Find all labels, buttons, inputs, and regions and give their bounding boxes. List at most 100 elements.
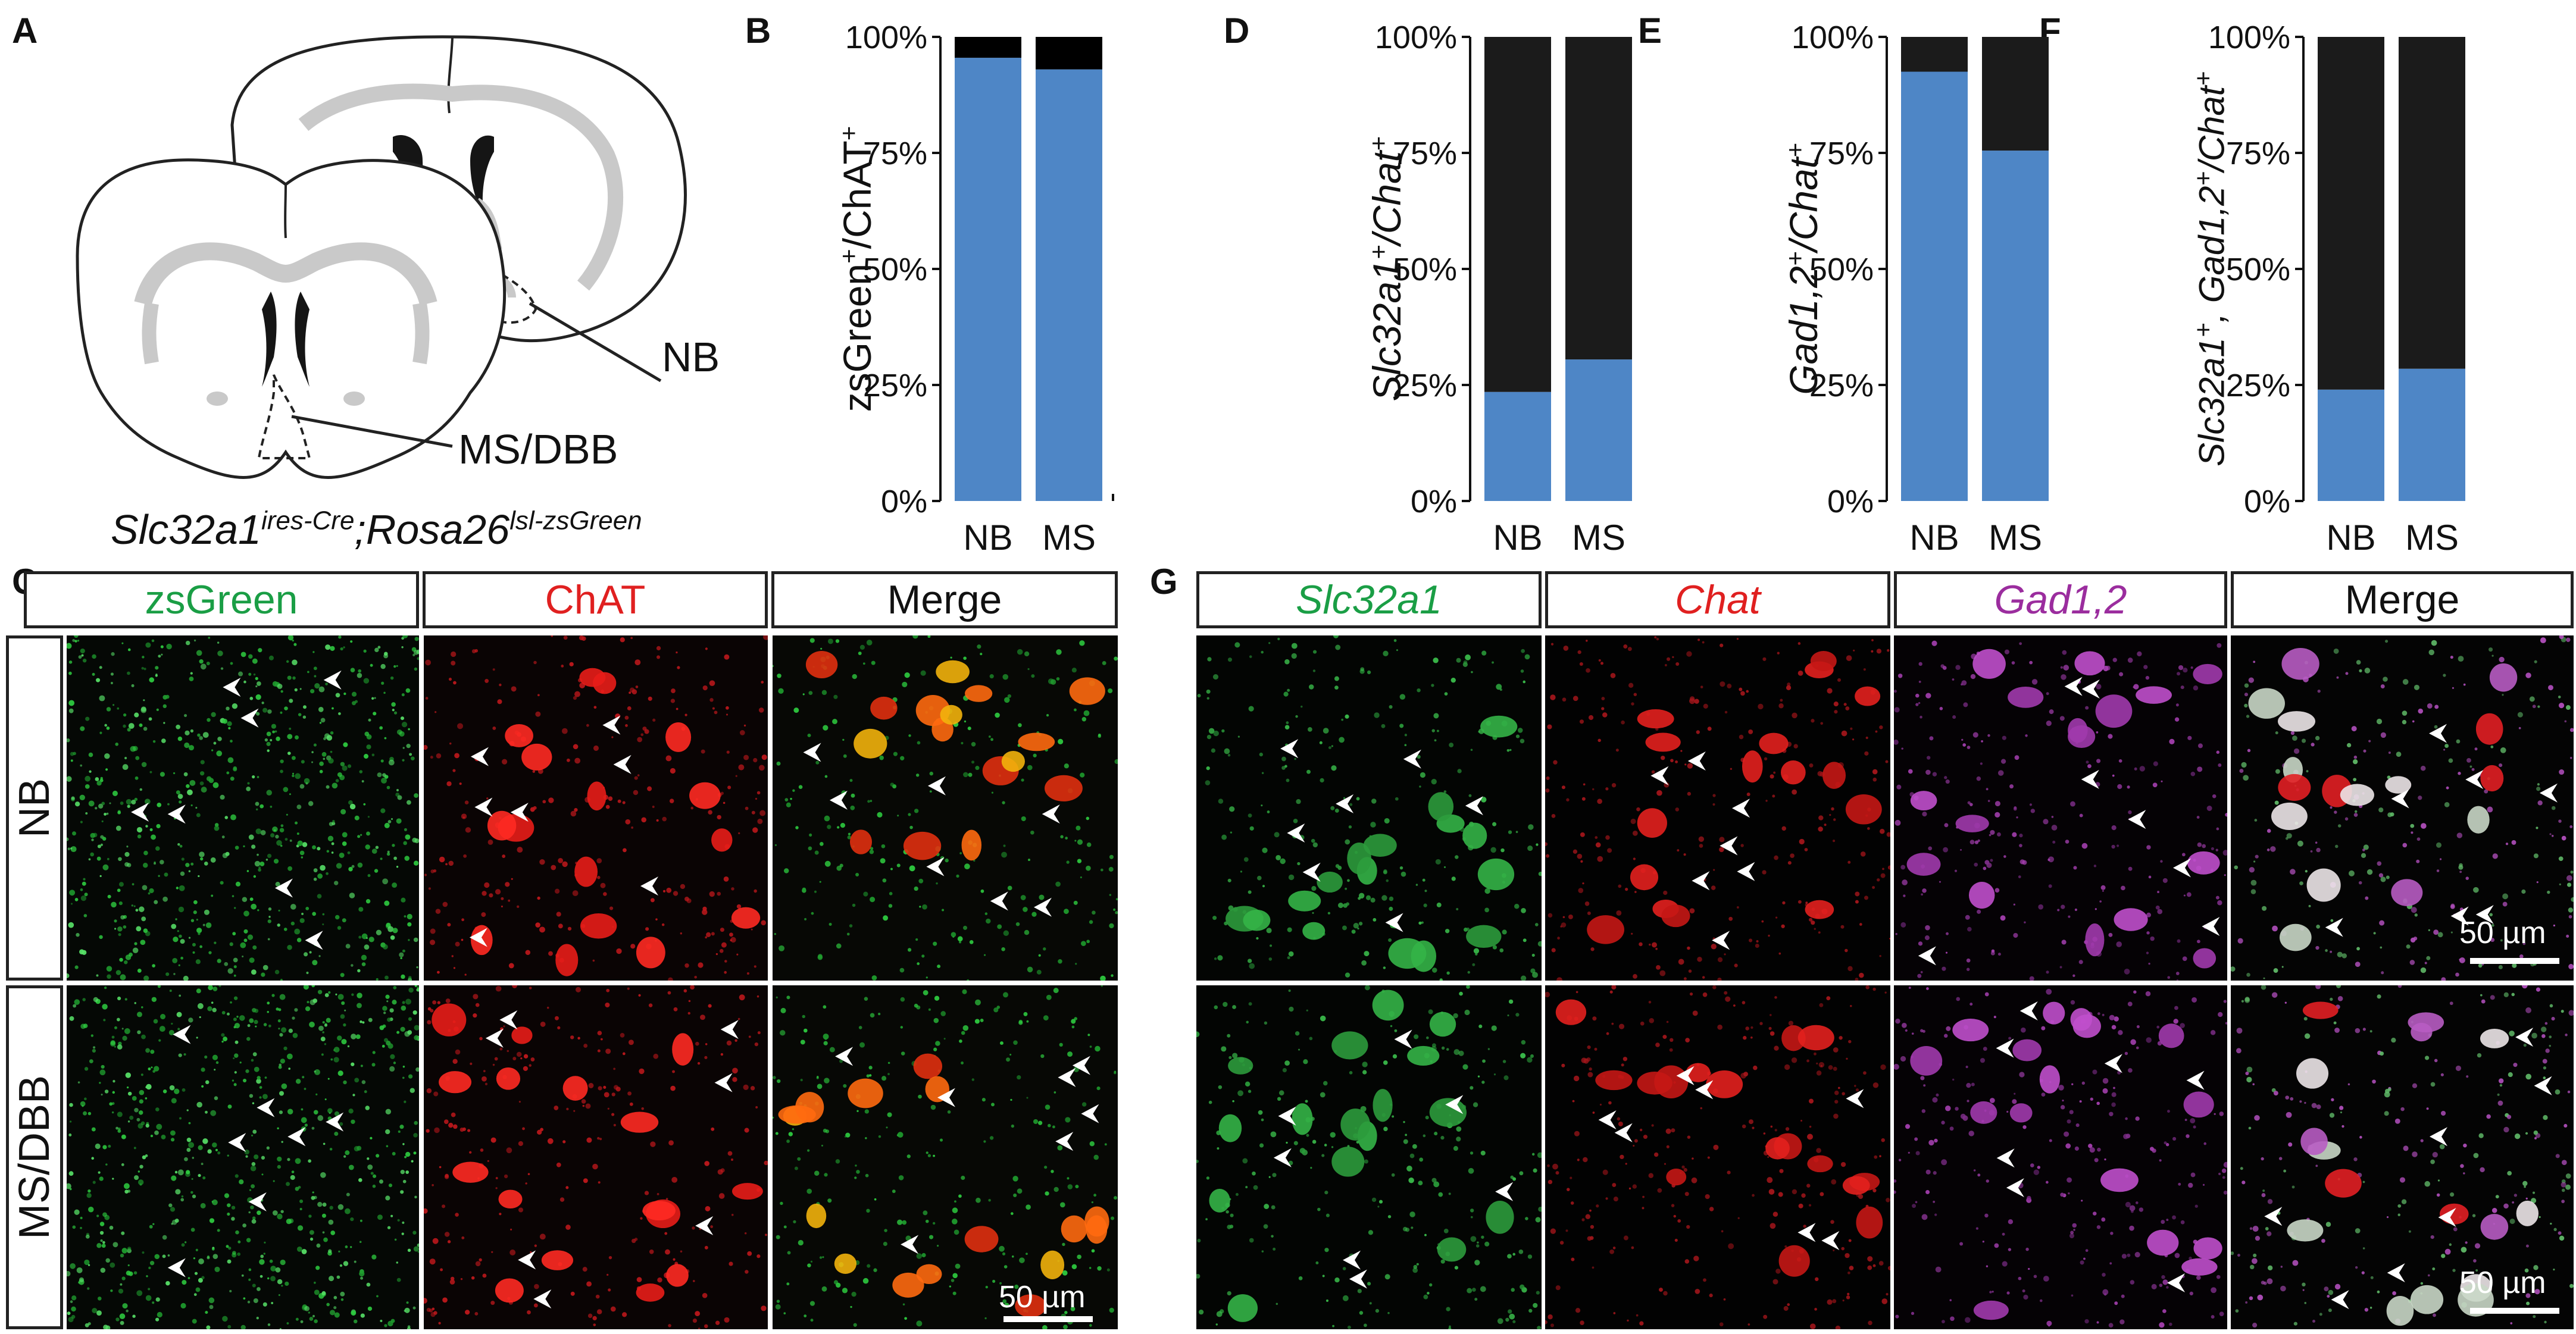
speckle — [270, 1276, 276, 1282]
speckle — [1841, 1247, 1845, 1251]
speckle — [1358, 893, 1365, 899]
speckle — [1312, 650, 1317, 654]
speckle — [1895, 1019, 1900, 1024]
speckle — [275, 882, 280, 887]
speckle — [2523, 1044, 2527, 1047]
speckle — [2096, 731, 2099, 734]
speckle — [1774, 996, 1777, 999]
speckle — [2087, 764, 2092, 768]
speckle — [1874, 1155, 1878, 1159]
speckle — [882, 878, 887, 883]
speckle — [80, 1226, 82, 1229]
speckle — [402, 1179, 407, 1183]
speckle — [622, 1052, 626, 1056]
speckle — [146, 1084, 152, 1090]
speckle — [2090, 1097, 2093, 1101]
bar-segment-nb-1 — [2318, 37, 2384, 390]
speckle — [341, 1039, 347, 1045]
speckle — [2525, 672, 2531, 678]
speckle — [1601, 707, 1605, 710]
speckle — [318, 707, 324, 712]
speckle — [451, 660, 456, 666]
speckle — [309, 1317, 314, 1321]
speckle — [70, 1263, 76, 1269]
speckle — [2118, 759, 2122, 763]
speckle — [1792, 789, 1797, 795]
speckle — [393, 711, 398, 715]
speckle — [314, 1289, 320, 1295]
speckle — [2041, 1092, 2046, 1097]
speckle — [118, 857, 122, 862]
speckle — [2046, 1320, 2052, 1326]
speckle — [533, 1303, 538, 1308]
speckle — [704, 1324, 708, 1329]
speckle — [232, 1251, 236, 1255]
speckle — [246, 1036, 251, 1041]
speckle — [479, 1036, 483, 1041]
speckle — [2266, 1278, 2273, 1285]
speckle — [2112, 657, 2117, 662]
speckle — [1806, 1183, 1811, 1188]
speckle — [1949, 1126, 1954, 1131]
speckle — [1548, 913, 1553, 918]
speckle — [77, 1081, 80, 1084]
speckle — [2420, 1282, 2424, 1285]
speckle — [1881, 1298, 1888, 1304]
cell-body — [2009, 1103, 2033, 1123]
speckle — [318, 1025, 324, 1031]
speckle — [2543, 1066, 2547, 1070]
speckle — [706, 932, 711, 938]
speckle — [780, 1201, 783, 1205]
speckle — [187, 789, 193, 796]
speckle — [70, 751, 74, 756]
speckle — [627, 1091, 632, 1096]
cell-body — [1910, 791, 1937, 811]
speckle — [868, 1066, 873, 1070]
speckle — [1590, 1225, 1595, 1229]
speckle — [1339, 737, 1345, 743]
speckle — [803, 1028, 808, 1033]
speckle — [442, 1297, 448, 1303]
speckle — [351, 1119, 355, 1124]
speckle — [2073, 1229, 2075, 1231]
speckle — [196, 1036, 198, 1039]
speckle — [823, 1005, 827, 1009]
speckle — [2381, 971, 2384, 975]
speckle — [2187, 735, 2192, 740]
speckle — [1884, 991, 1887, 994]
speckle — [1311, 885, 1317, 891]
arrowhead-marker — [1042, 804, 1060, 824]
cell-body — [849, 829, 873, 854]
micrograph-texture — [424, 635, 768, 981]
speckle — [1253, 1185, 1258, 1190]
arrowhead-marker — [1465, 796, 1483, 816]
speckle — [173, 772, 176, 775]
speckle — [314, 1319, 318, 1323]
speckle — [539, 926, 545, 933]
speckle — [2426, 956, 2431, 960]
speckle — [1487, 1048, 1490, 1050]
speckle — [1677, 849, 1680, 852]
speckle — [1089, 1324, 1092, 1327]
speckle — [317, 847, 321, 851]
speckle — [1227, 878, 1231, 882]
speckle — [1519, 1171, 1524, 1176]
speckle — [2280, 1285, 2286, 1292]
speckle — [348, 1164, 354, 1170]
speckle — [2533, 1130, 2539, 1135]
speckle — [1115, 911, 1118, 915]
speckle — [1527, 1057, 1533, 1063]
speckle — [1001, 947, 1005, 951]
speckle — [2536, 881, 2539, 884]
speckle — [2068, 1192, 2070, 1195]
speckle — [334, 915, 340, 920]
speckle — [95, 807, 98, 810]
speckle — [484, 1082, 488, 1086]
speckle — [2190, 1118, 2196, 1124]
speckle — [2116, 941, 2122, 947]
speckle — [858, 652, 862, 655]
speckle — [287, 1108, 293, 1114]
speckle — [809, 1301, 815, 1306]
speckle — [867, 1264, 871, 1268]
speckle — [212, 1007, 217, 1013]
